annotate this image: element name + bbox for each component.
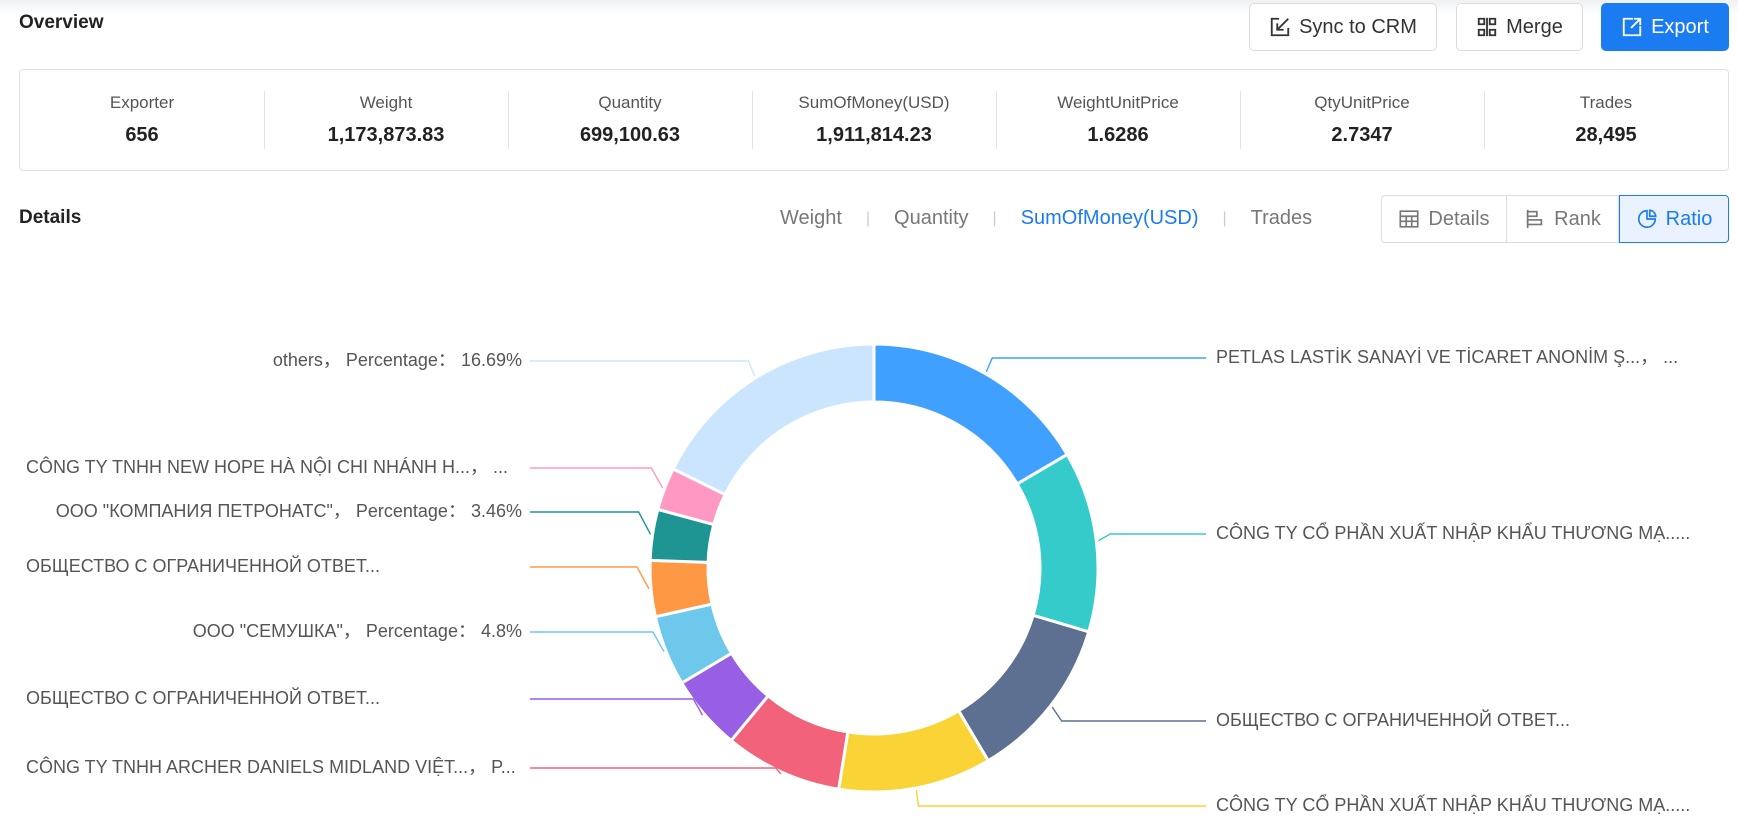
- stat-label: Exporter: [109, 93, 175, 112]
- donut-slice[interactable]: [679, 651, 771, 743]
- tab-divider: |: [865, 209, 871, 227]
- donut-slice[interactable]: [872, 342, 1070, 487]
- stat-value: 2.7347: [1331, 124, 1393, 146]
- view-rank-label: Rank: [1554, 207, 1601, 230]
- stat-value: 656: [125, 124, 159, 146]
- metric-tabs: Weight | Quantity | SumOfMoney(USD) | Tr…: [780, 207, 1312, 230]
- stat-value: 1,911,814.23: [816, 124, 932, 146]
- donut-slice[interactable]: [836, 708, 991, 794]
- merge-icon: [1477, 17, 1497, 37]
- sync-to-crm-label: Sync to CRM: [1299, 15, 1417, 38]
- leader-line: [915, 789, 1206, 807]
- donut-slice[interactable]: [655, 466, 728, 527]
- pie-chart-icon: [1637, 209, 1657, 229]
- slice-label: CÔNG TY CỔ PHẦN XUẤT NHẬP KHẨU THƯƠNG MẠ…: [1216, 522, 1690, 543]
- view-details-button[interactable]: Details: [1381, 195, 1507, 243]
- slice-label: ОБЩЕСТВО С ОГРАНИЧЕННОЙ ОТВЕТ...: [26, 687, 380, 708]
- import-arrow-icon: [1270, 17, 1290, 37]
- details-title: Details: [19, 207, 82, 228]
- slice-label: ООО "КОМПАНИЯ ПЕТРОНАТС"， Percentage： 3.…: [56, 501, 522, 521]
- donut-slice[interactable]: [729, 693, 850, 791]
- leader-line: [530, 566, 650, 590]
- slice-label: PETLAS LASTİK SANAYİ VE TİCARET ANONİM Ş…: [1216, 347, 1678, 367]
- stat-quantity: Quantity 699,100.63: [508, 91, 752, 149]
- leader-line: [1051, 706, 1206, 722]
- leader-line: [530, 698, 704, 716]
- overview-title: Overview: [19, 12, 104, 33]
- slice-label: CÔNG TY TNHH ARCHER DANIELS MIDLAND VIỆT…: [26, 756, 516, 777]
- export-button[interactable]: Export: [1601, 3, 1729, 51]
- stat-weight-unit-price: WeightUnitPrice 1.6286: [996, 91, 1240, 149]
- stat-weight: Weight 1,173,873.83: [264, 91, 508, 149]
- stat-value: 28,495: [1575, 124, 1637, 146]
- stat-trades: Trades 28,495: [1484, 91, 1728, 149]
- stat-label: WeightUnitPrice: [1057, 93, 1179, 112]
- slice-label: ООО "СЕМУШКА"， Percentage： 4.8%: [193, 621, 522, 641]
- leader-line: [530, 360, 756, 377]
- stat-qty-unit-price: QtyUnitPrice 2.7347: [1240, 91, 1484, 149]
- slice-label: others， Percentage： 16.69%: [273, 350, 522, 370]
- view-ratio-button[interactable]: Ratio: [1619, 195, 1729, 243]
- stat-label: QtyUnitPrice: [1314, 93, 1410, 112]
- stat-label: SumOfMoney(USD): [798, 93, 950, 112]
- merge-label: Merge: [1506, 15, 1563, 38]
- stat-label: Weight: [359, 93, 413, 112]
- donut-slice[interactable]: [956, 613, 1091, 763]
- tab-quantity[interactable]: Quantity: [894, 207, 969, 229]
- tab-divider: |: [992, 209, 997, 227]
- stat-value: 1,173,873.83: [327, 124, 445, 146]
- export-icon: [1622, 17, 1642, 37]
- stat-label: Trades: [1579, 93, 1633, 112]
- export-label: Export: [1651, 15, 1709, 38]
- donut-slice[interactable]: [648, 507, 716, 564]
- summary-stats: Exporter 656 Weight 1,173,873.83 Quantit…: [19, 69, 1729, 171]
- slice-label: CÔNG TY TNHH NEW HOPE HÀ NỘI CHI NHÁNH H…: [26, 456, 508, 477]
- leader-line: [530, 467, 664, 489]
- view-details-label: Details: [1428, 207, 1490, 230]
- tab-trades[interactable]: Trades: [1250, 207, 1313, 229]
- stat-value: 1.6286: [1087, 124, 1149, 146]
- leader-line: [530, 511, 652, 535]
- leader-line: [530, 631, 665, 652]
- stat-exporter: Exporter 656: [20, 91, 264, 149]
- view-rank-button[interactable]: Rank: [1507, 195, 1619, 243]
- tab-sum-of-money[interactable]: SumOfMoney(USD): [1020, 207, 1199, 229]
- view-mode-switch: Details Rank Ratio: [1381, 195, 1729, 243]
- slice-label: CÔNG TY CỔ PHẦN XUẤT NHẬP KHẨU THƯƠNG MẠ…: [1216, 794, 1690, 815]
- donut-slice[interactable]: [1015, 452, 1100, 634]
- donut-slice[interactable]: [653, 602, 734, 686]
- donut-slice[interactable]: [648, 558, 714, 619]
- leader-line: [985, 357, 1206, 373]
- slice-label: ОБЩЕСТВО С ОГРАНИЧЕННОЙ ОТВЕТ...: [1216, 709, 1570, 730]
- donut-slice[interactable]: [671, 342, 876, 497]
- stat-value: 699,100.63: [579, 124, 681, 146]
- tab-divider: |: [1222, 209, 1227, 227]
- leader-line: [1098, 533, 1206, 542]
- view-ratio-label: Ratio: [1665, 207, 1713, 230]
- sync-to-crm-button[interactable]: Sync to CRM: [1249, 3, 1437, 51]
- tab-weight[interactable]: Weight: [780, 207, 842, 229]
- merge-button[interactable]: Merge: [1456, 3, 1583, 51]
- table-icon: [1399, 210, 1419, 228]
- slice-label: ОБЩЕСТВО С ОГРАНИЧЕННОЙ ОТВЕТ...: [26, 555, 380, 576]
- bar-rank-icon: [1526, 209, 1543, 229]
- stat-label: Quantity: [598, 93, 662, 112]
- stat-sum-of-money: SumOfMoney(USD) 1,911,814.23: [752, 91, 996, 149]
- leader-line: [530, 767, 782, 775]
